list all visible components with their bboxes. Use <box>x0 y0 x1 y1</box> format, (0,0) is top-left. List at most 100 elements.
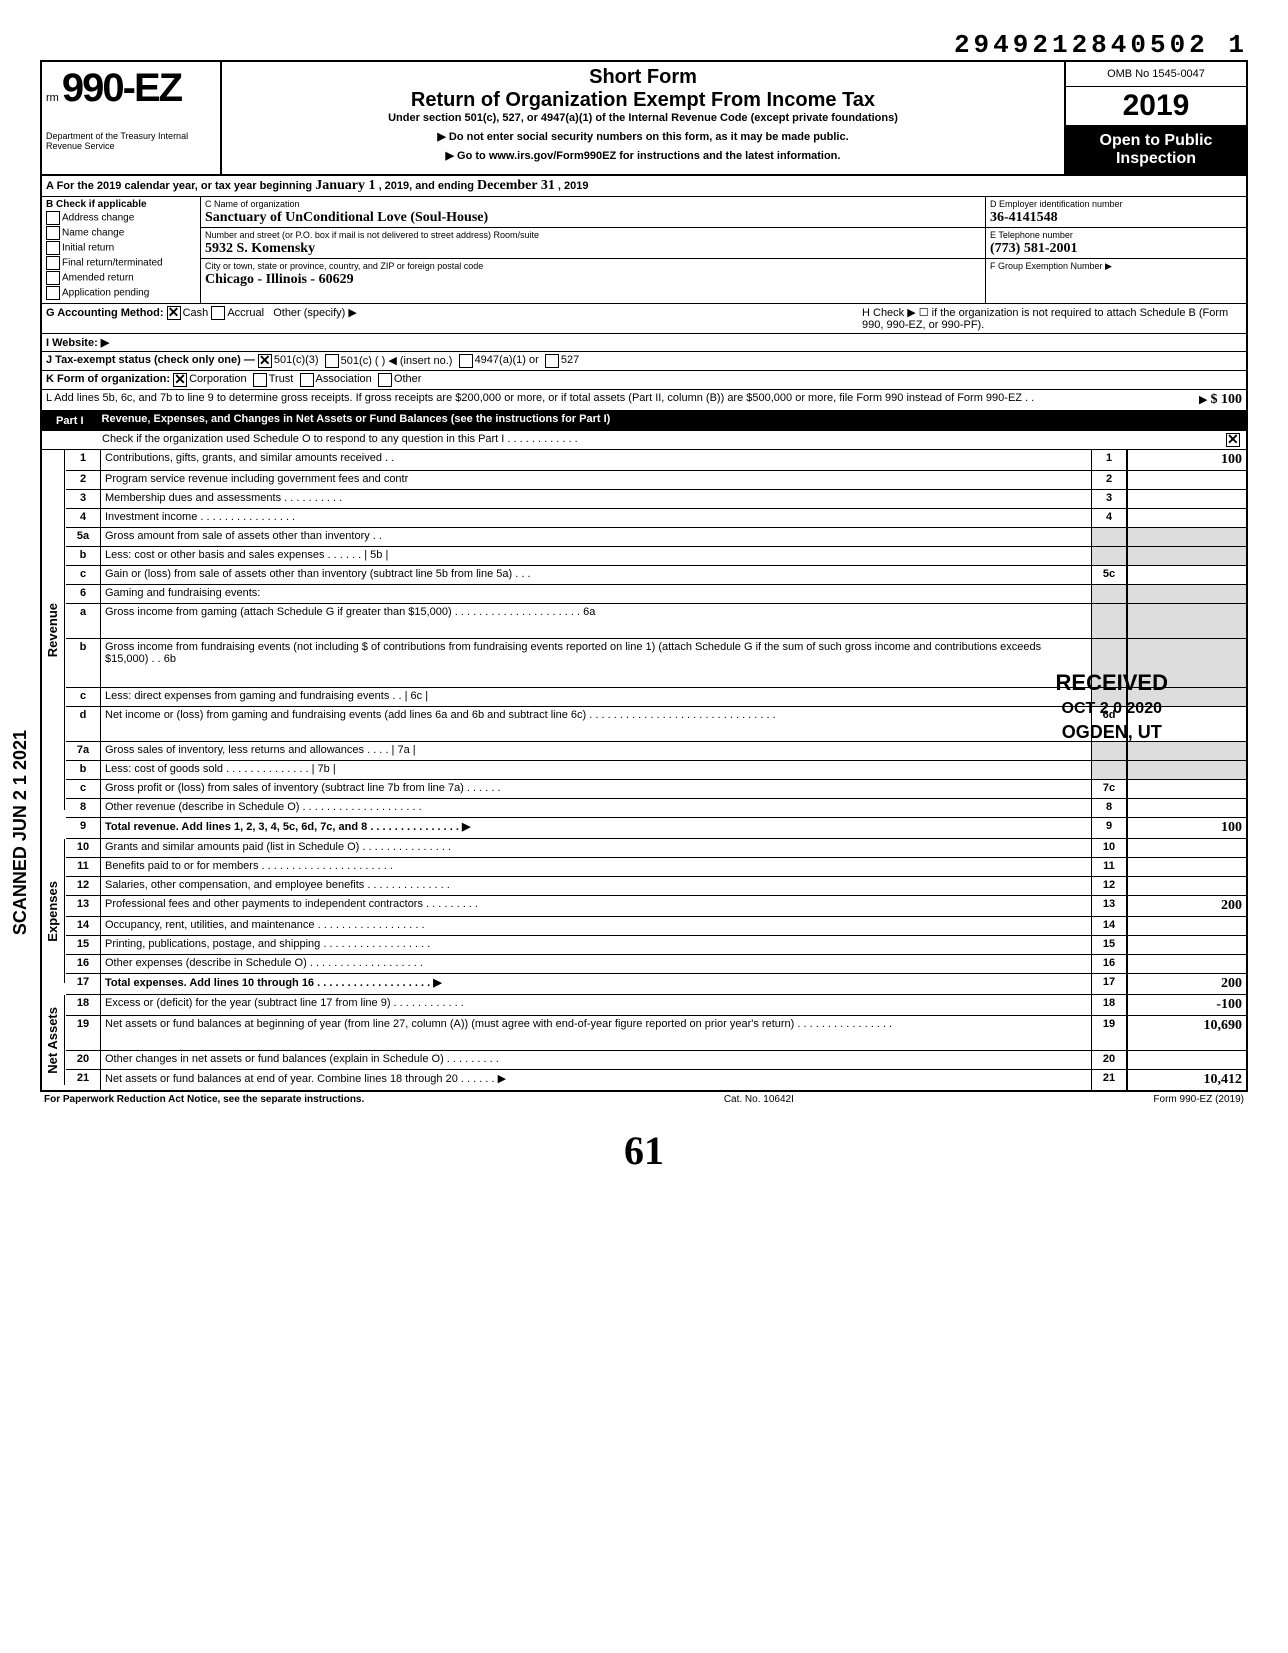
l16-box: 16 <box>1091 955 1127 973</box>
header-center: Short Form Return of Organization Exempt… <box>222 62 1066 174</box>
l7a-num: 7a <box>66 742 101 760</box>
form-number: 990-EZ <box>62 66 181 110</box>
line-h: H Check ▶ ☐ if the organization is not r… <box>862 306 1242 331</box>
l19-box: 19 <box>1091 1016 1127 1050</box>
l8-num: 8 <box>66 799 101 817</box>
l6-num: 6 <box>66 585 101 603</box>
l17-box: 17 <box>1091 974 1127 994</box>
chk-527[interactable] <box>545 354 559 368</box>
l20-num: 20 <box>66 1051 101 1069</box>
chk-address-change[interactable] <box>46 211 60 225</box>
l5b-num: b <box>66 547 101 565</box>
chk-accrual[interactable] <box>211 306 225 320</box>
note-ssn: ▶ Do not enter social security numbers o… <box>232 130 1054 143</box>
chk-501c3[interactable] <box>258 354 272 368</box>
l9-val: 100 <box>1127 818 1246 838</box>
part1-label: Part I <box>48 413 92 429</box>
chk-other-org[interactable] <box>378 373 392 387</box>
label-org-name: C Name of organization <box>205 199 300 209</box>
form-year: 2019 <box>1066 87 1246 126</box>
line-l-amount: $ 100 <box>1211 392 1243 407</box>
l5c-desc: Gain or (loss) from sale of assets other… <box>101 566 1091 584</box>
l10-num: 10 <box>66 839 101 857</box>
chk-association[interactable] <box>300 373 314 387</box>
chk-trust[interactable] <box>253 373 267 387</box>
label-phone: E Telephone number <box>990 230 1073 240</box>
l2-num: 2 <box>66 471 101 489</box>
l5c-num: c <box>66 566 101 584</box>
chk-initial-return[interactable] <box>46 241 60 255</box>
chk-amended-return[interactable] <box>46 271 60 285</box>
l21-desc: Net assets or fund balances at end of ye… <box>101 1070 1091 1090</box>
label-ein: D Employer identification number <box>990 199 1123 209</box>
under-section: Under section 501(c), 527, or 4947(a)(1)… <box>232 112 1054 124</box>
opt-address-change: Address change <box>62 213 134 224</box>
opt-initial-return: Initial return <box>62 243 114 254</box>
l13-desc: Professional fees and other payments to … <box>101 896 1091 916</box>
ein: 36-4141548 <box>990 210 1058 225</box>
l18-val: -100 <box>1127 995 1246 1015</box>
received-label: RECEIVED <box>1056 670 1168 696</box>
l1-val: 100 <box>1127 450 1246 470</box>
l6c-num: c <box>66 688 101 706</box>
l12-val <box>1127 877 1246 895</box>
l20-desc: Other changes in net assets or fund bala… <box>101 1051 1091 1069</box>
l12-box: 12 <box>1091 877 1127 895</box>
l12-num: 12 <box>66 877 101 895</box>
l16-desc: Other expenses (describe in Schedule O) … <box>101 955 1091 973</box>
l4-desc: Investment income . . . . . . . . . . . … <box>101 509 1091 527</box>
chk-cash[interactable] <box>167 306 181 320</box>
l4-val <box>1127 509 1246 527</box>
l16-num: 16 <box>66 955 101 973</box>
l7b-val <box>1127 761 1246 779</box>
return-title: Return of Organization Exempt From Incom… <box>232 89 1054 112</box>
open-public-2: Inspection <box>1068 150 1244 168</box>
l11-box: 11 <box>1091 858 1127 876</box>
col-c: C Name of organization Sanctuary of UnCo… <box>201 197 986 303</box>
col-b: B Check if applicable Address change Nam… <box>42 197 201 303</box>
l9-num: 9 <box>66 818 101 838</box>
l3-desc: Membership dues and assessments . . . . … <box>101 490 1091 508</box>
dln-number: 2949212840502 1 <box>40 30 1248 60</box>
label-city: City or town, state or province, country… <box>205 261 483 271</box>
chk-application-pending[interactable] <box>46 286 60 300</box>
l19-val: 10,690 <box>1127 1016 1246 1050</box>
chk-501c[interactable] <box>325 354 339 368</box>
l21-val: 10,412 <box>1127 1070 1246 1090</box>
chk-final-return[interactable] <box>46 256 60 270</box>
l21-num: 21 <box>66 1070 101 1090</box>
chk-name-change[interactable] <box>46 226 60 240</box>
chk-schedule-o[interactable] <box>1226 433 1240 447</box>
l11-num: 11 <box>66 858 101 876</box>
l11-desc: Benefits paid to or for members . . . . … <box>101 858 1091 876</box>
opt-other-specify: Other (specify) ▶ <box>273 307 357 319</box>
l3-num: 3 <box>66 490 101 508</box>
scanned-stamp: SCANNED JUN 2 1 2021 <box>10 730 31 935</box>
l16-val <box>1127 955 1246 973</box>
l17-val: 200 <box>1127 974 1246 994</box>
l8-val <box>1127 799 1246 817</box>
l2-box: 2 <box>1091 471 1127 489</box>
l13-val: 200 <box>1127 896 1246 916</box>
opt-corporation: Corporation <box>189 373 246 387</box>
org-name: Sanctuary of UnConditional Love (Soul-Ho… <box>205 210 488 225</box>
l5b-val <box>1127 547 1246 565</box>
l13-num: 13 <box>66 896 101 916</box>
l7c-box: 7c <box>1091 780 1127 798</box>
l21-box: 21 <box>1091 1070 1127 1090</box>
l7c-desc: Gross profit or (loss) from sales of inv… <box>101 780 1091 798</box>
opt-association: Association <box>316 373 372 387</box>
l7b-num: b <box>66 761 101 779</box>
l5b-desc: Less: cost or other basis and sales expe… <box>101 547 1091 565</box>
l1-box: 1 <box>1091 450 1127 470</box>
chk-corporation[interactable] <box>173 373 187 387</box>
part1-header: Part I Revenue, Expenses, and Changes in… <box>42 411 1246 431</box>
line-g-label: G Accounting Method: <box>46 307 164 319</box>
l13-box: 13 <box>1091 896 1127 916</box>
chk-4947[interactable] <box>459 354 473 368</box>
l14-box: 14 <box>1091 917 1127 935</box>
col-b-title: B Check if applicable <box>46 199 147 210</box>
omb-number: OMB No 1545-0047 <box>1066 62 1246 87</box>
l18-desc: Excess or (deficit) for the year (subtra… <box>101 995 1091 1015</box>
l10-box: 10 <box>1091 839 1127 857</box>
